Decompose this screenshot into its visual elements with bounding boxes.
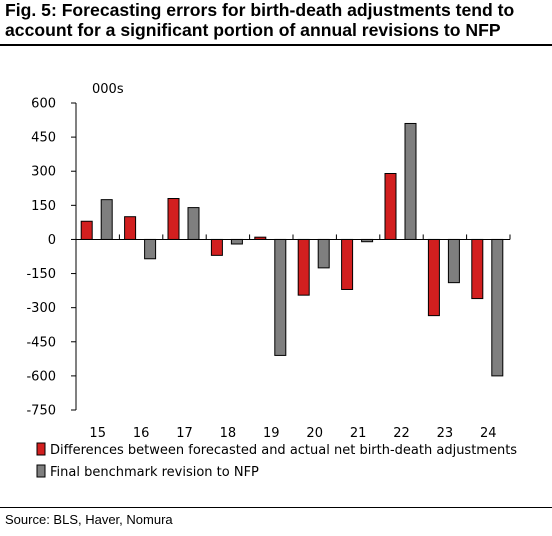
y-tick-label: -150: [26, 267, 56, 282]
x-tick-label: 24: [480, 426, 497, 441]
x-tick-label: 16: [133, 426, 150, 441]
bar-series-1: [297, 238, 310, 296]
legend-swatch-2: [36, 464, 46, 478]
bar-series-1: [427, 238, 440, 317]
x-tick-label: 20: [306, 426, 323, 441]
legend-label-1: Differences between forecasted and actua…: [50, 443, 517, 458]
y-tick-label: 450: [31, 131, 56, 146]
bar-series-1: [210, 238, 223, 256]
bar-series-1: [80, 220, 93, 240]
bar-series-1: [167, 198, 180, 240]
x-tick-label: 18: [220, 426, 237, 441]
x-tick-label: 21: [350, 426, 367, 441]
y-tick-label: 150: [31, 199, 56, 214]
y-tick-label: 0: [48, 233, 56, 248]
y-axis-unit-label: 000s: [92, 82, 124, 97]
y-tick-label: -450: [26, 335, 56, 350]
bar-series-2: [230, 238, 243, 245]
bar-series-1: [124, 216, 137, 240]
y-tick-label: 300: [31, 165, 56, 180]
y-tick-label: -600: [26, 369, 56, 384]
x-axis: 15 16 17 18 19 20 21 22 23 24: [75, 234, 511, 441]
bar-series-1: [341, 238, 354, 290]
bar-series-1: [384, 172, 397, 240]
bar-series-2: [491, 238, 504, 377]
bar-series-2: [317, 238, 330, 269]
bars: [80, 122, 504, 377]
bar-series-2: [144, 238, 157, 260]
bar-series-2: [100, 199, 113, 240]
legend-label-2: Final benchmark revision to NFP: [50, 465, 259, 480]
bar-series-2: [274, 238, 287, 356]
x-tick-label: 23: [437, 426, 454, 441]
legend: Differences between forecasted and actua…: [36, 442, 517, 480]
x-tick-label: 22: [393, 426, 410, 441]
footer-rule: [0, 507, 552, 508]
title-rule: [0, 44, 552, 46]
bar-series-2: [404, 122, 417, 240]
y-tick-label: -300: [26, 301, 56, 316]
x-tick-label: 19: [263, 426, 280, 441]
x-tick-label: 15: [89, 426, 106, 441]
bar-series-1: [471, 238, 484, 300]
x-tick-label: 17: [176, 426, 193, 441]
chart-title: Fig. 5: Forecasting errors for birth-dea…: [5, 0, 515, 40]
legend-swatch-1: [36, 442, 46, 456]
y-tick-label: 600: [31, 97, 56, 112]
bar-series-2: [187, 207, 200, 240]
y-axis: 600 450 300 150 0 -150 -300 -450 -600 -750: [26, 97, 77, 419]
y-tick-label: -750: [26, 404, 56, 419]
bar-series-2: [447, 238, 460, 284]
source-note: Source: BLS, Haver, Nomura: [5, 512, 173, 527]
